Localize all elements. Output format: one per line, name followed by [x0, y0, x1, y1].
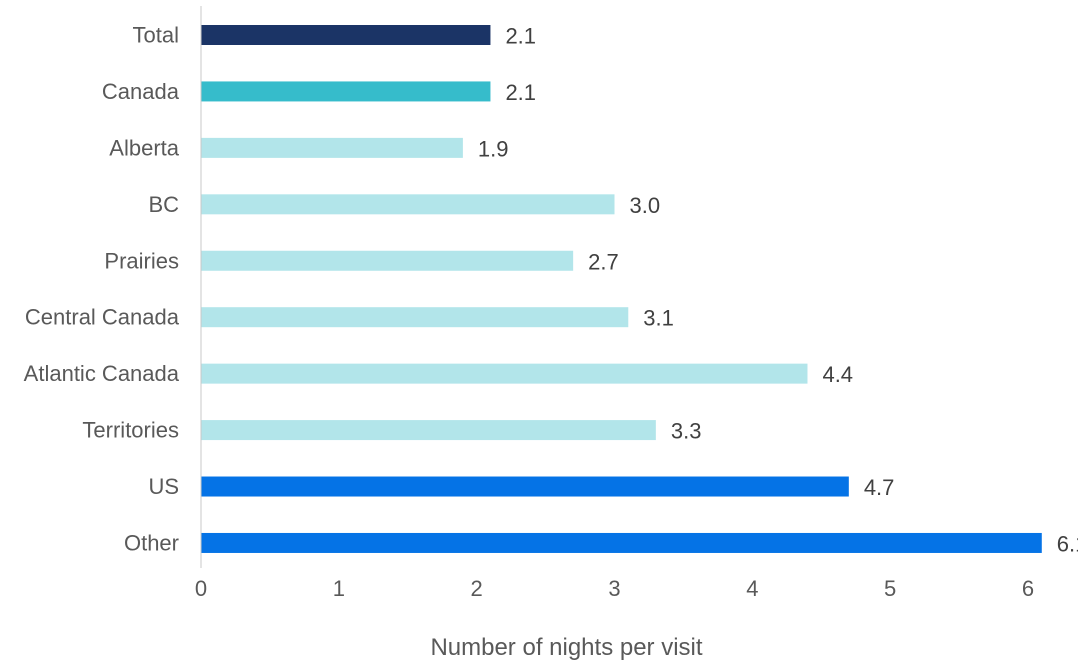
bar-other — [201, 532, 1042, 553]
x-tick-label: 6 — [1022, 576, 1034, 601]
value-label: 6.1 — [1057, 531, 1078, 556]
x-tick-label: 4 — [746, 576, 758, 601]
axis-layer: 0 1 2 3 4 5 6 — [195, 6, 1034, 601]
category-label: Canada — [102, 79, 180, 104]
bar-prairies — [201, 250, 574, 271]
x-tick-label: 1 — [333, 576, 345, 601]
value-label: 2.1 — [505, 80, 536, 105]
x-tick-label: 3 — [608, 576, 620, 601]
x-tick-label: 0 — [195, 576, 207, 601]
x-tick-label: 5 — [884, 576, 896, 601]
category-label: Total — [133, 23, 179, 48]
bar-canada — [201, 81, 491, 102]
category-label: Alberta — [109, 135, 179, 160]
x-tick-label: 2 — [471, 576, 483, 601]
category-label: US — [148, 474, 179, 499]
bar-atlantic-canada — [201, 363, 808, 384]
category-label: BC — [148, 192, 179, 217]
category-label: Central Canada — [25, 305, 180, 330]
category-label: Territories — [82, 418, 179, 443]
value-label: 3.3 — [671, 419, 702, 444]
value-label: 3.0 — [630, 193, 661, 218]
bar-territories — [201, 420, 656, 441]
bar-alberta — [201, 137, 463, 158]
x-axis-title: Number of nights per visit — [430, 634, 702, 661]
bar-us — [201, 476, 849, 497]
bar-total — [201, 25, 491, 45]
category-label: Other — [124, 530, 179, 555]
value-label: 4.7 — [864, 475, 895, 500]
labels-layer: Total 2.1 Canada 2.1 Alberta 1.9 BC 3.0 Prairies… — [24, 23, 1078, 557]
bar-central-canada — [201, 307, 629, 328]
category-label: Atlantic Canada — [24, 361, 180, 386]
value-label: 3.1 — [643, 306, 674, 331]
bars-layer — [201, 25, 1042, 553]
value-label: 1.9 — [478, 136, 509, 161]
category-label: Prairies — [104, 248, 179, 273]
value-label: 4.4 — [822, 362, 853, 387]
value-label: 2.7 — [588, 249, 619, 274]
bar-bc — [201, 194, 615, 215]
value-label: 2.1 — [505, 24, 536, 49]
